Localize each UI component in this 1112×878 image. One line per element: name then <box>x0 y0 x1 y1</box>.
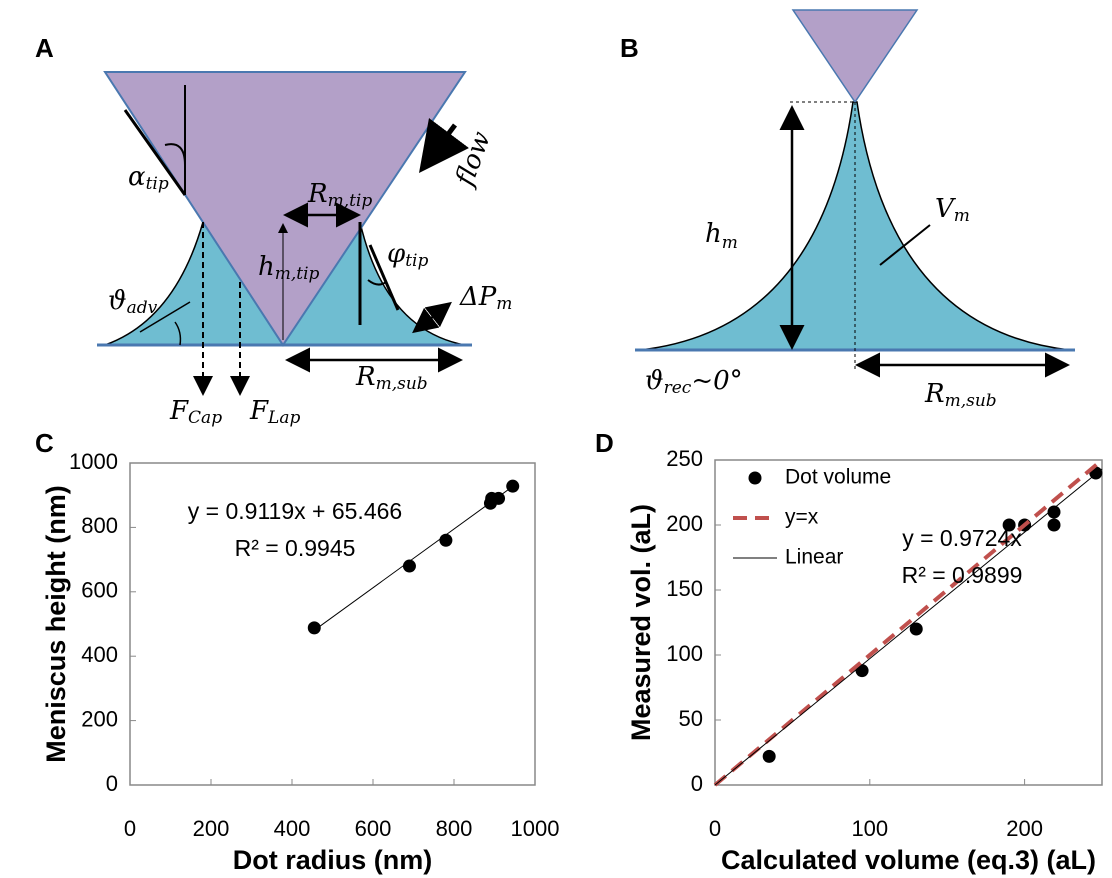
label: Rm,tip <box>307 179 372 211</box>
label: Rm,sub <box>355 362 428 394</box>
x-tick-label: 200 <box>1006 816 1043 841</box>
y-tick-label: 200 <box>81 706 118 731</box>
x-tick-label: 0 <box>124 816 136 841</box>
data-point <box>402 559 416 573</box>
label: φtip <box>387 239 428 271</box>
x-tick-label: 800 <box>436 816 473 841</box>
annotation: y = 0.9724x <box>902 525 1022 551</box>
x-axis-label: Dot radius (nm) <box>233 845 433 875</box>
label: ϑrec~0° <box>645 366 743 398</box>
y-tick-label: 600 <box>81 578 118 603</box>
data-point <box>506 479 520 493</box>
flow-arrow <box>419 118 469 173</box>
label: FLap <box>249 396 300 428</box>
panel-letter: D <box>595 428 614 458</box>
label: Rm,sub <box>924 379 997 411</box>
annotation: y = 0.9119x + 65.466 <box>188 498 402 524</box>
y-tick-label: 200 <box>666 511 703 536</box>
legend-label: Dot volume <box>785 466 891 489</box>
arrow <box>412 301 452 334</box>
tangent <box>123 109 187 196</box>
y-tick-label: 400 <box>81 642 118 667</box>
data-point <box>307 621 321 635</box>
data-point <box>1002 518 1016 532</box>
y-tick-label: 150 <box>666 576 703 601</box>
annotation: R² = 0.9945 <box>235 535 356 561</box>
tangent <box>139 301 191 333</box>
y-tick-label: 0 <box>106 771 118 796</box>
x-tick-label: 400 <box>274 816 311 841</box>
legend-label: Linear <box>785 546 843 569</box>
y-axis-label: Measured vol. (aL) <box>626 504 656 741</box>
tip <box>103 71 467 347</box>
y-tick-label: 50 <box>679 706 703 731</box>
plot-frame <box>714 459 1103 786</box>
angle-arc <box>164 143 186 166</box>
diagram-a: αtip flow Rm,tip hm,tip φtip ΔPm ϑadv Rm… <box>97 71 512 428</box>
label: FCap <box>169 396 222 428</box>
tip <box>791 9 919 104</box>
label: ΔPm <box>459 282 512 314</box>
y-axis-label: Meniscus height (nm) <box>41 485 71 763</box>
y-tick-label: 250 <box>666 446 703 471</box>
series-line <box>713 458 1104 787</box>
data-point <box>1047 518 1061 532</box>
angle-arc <box>174 321 182 346</box>
x-tick-label: 100 <box>851 816 888 841</box>
plot-frame <box>129 462 536 786</box>
label: Vm <box>935 194 970 226</box>
label: hm <box>705 219 738 253</box>
panel-letter: B <box>620 33 639 63</box>
tangent <box>368 244 400 311</box>
data-point <box>492 491 506 505</box>
legend-label: y=x <box>785 506 819 529</box>
y-tick-label: 0 <box>691 771 703 796</box>
panel-letter: A <box>35 33 54 63</box>
data-point <box>762 749 776 763</box>
angle-arc <box>367 279 387 286</box>
pointer <box>879 224 931 266</box>
label: ϑadv <box>108 286 158 318</box>
data-point <box>1047 505 1061 519</box>
x-tick-label: 200 <box>193 816 230 841</box>
label: flow <box>449 128 497 192</box>
x-tick-label: 600 <box>355 816 392 841</box>
diagram-b: hm Vm Rm,sub ϑrec~0° <box>635 9 1075 411</box>
series-line <box>714 468 1103 786</box>
series-line <box>313 486 514 631</box>
data-point <box>439 533 453 547</box>
label: hm,tip <box>258 252 320 284</box>
x-axis-label: Calculated volume (eq.3) (aL) <box>721 845 1096 875</box>
x-tick-label: 1000 <box>511 816 560 841</box>
label: αtip <box>128 162 169 194</box>
panel-letter: C <box>35 428 54 458</box>
legend-marker <box>748 471 762 485</box>
meniscus <box>639 101 1071 351</box>
data-point <box>909 622 923 636</box>
x-tick-label: 0 <box>709 816 721 841</box>
y-tick-label: 100 <box>666 641 703 666</box>
y-tick-label: 800 <box>81 513 118 538</box>
y-tick-label: 1000 <box>69 449 118 474</box>
annotation: R² = 0.9899 <box>902 562 1023 588</box>
